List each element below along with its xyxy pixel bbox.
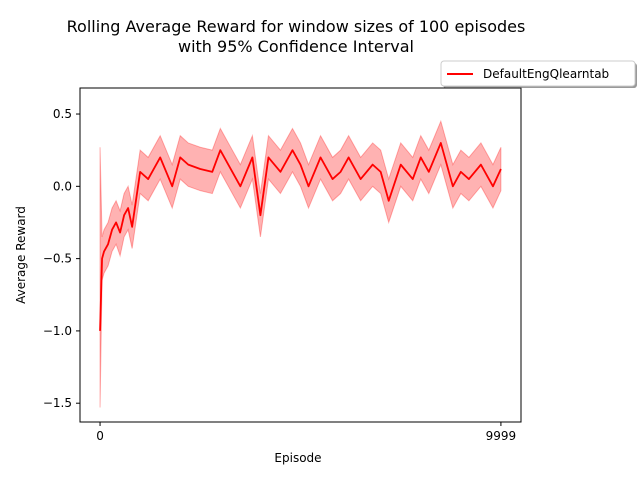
x-axis-ticks: 0 9999: [96, 422, 516, 443]
series-line-group: [99, 142, 502, 331]
chart-title-line-2: with 95% Confidence Interval: [178, 37, 414, 56]
x-tick-label-1: 9999: [486, 429, 517, 443]
plot-frame: [79, 87, 522, 423]
y-tick-label-0: 0.5: [53, 107, 72, 121]
x-tick-label-0: 0: [96, 429, 104, 443]
y-tick-label-2: −0.5: [43, 252, 72, 266]
y-tick-label-3: −1.0: [43, 324, 72, 338]
legend-label-0: DefaultEngQlearntab: [483, 67, 609, 81]
series-line-0: [99, 142, 502, 331]
chart-title-line-1: Rolling Average Reward for window sizes …: [67, 17, 526, 36]
x-axis-label: Episode: [274, 451, 321, 465]
confidence-band-0: [99, 119, 502, 408]
legend: DefaultEngQlearntab: [440, 60, 637, 88]
confidence-band-group: [99, 119, 502, 408]
y-tick-label-4: −1.5: [43, 396, 72, 410]
y-tick-label-1: 0.0: [53, 179, 72, 193]
y-axis-label: Average Reward: [14, 206, 28, 304]
chart-title: Rolling Average Reward for window sizes …: [67, 17, 526, 56]
y-axis-ticks: 0.5 0.0 −0.5 −1.0 −1.5: [43, 107, 80, 410]
legend-box: [440, 60, 636, 87]
